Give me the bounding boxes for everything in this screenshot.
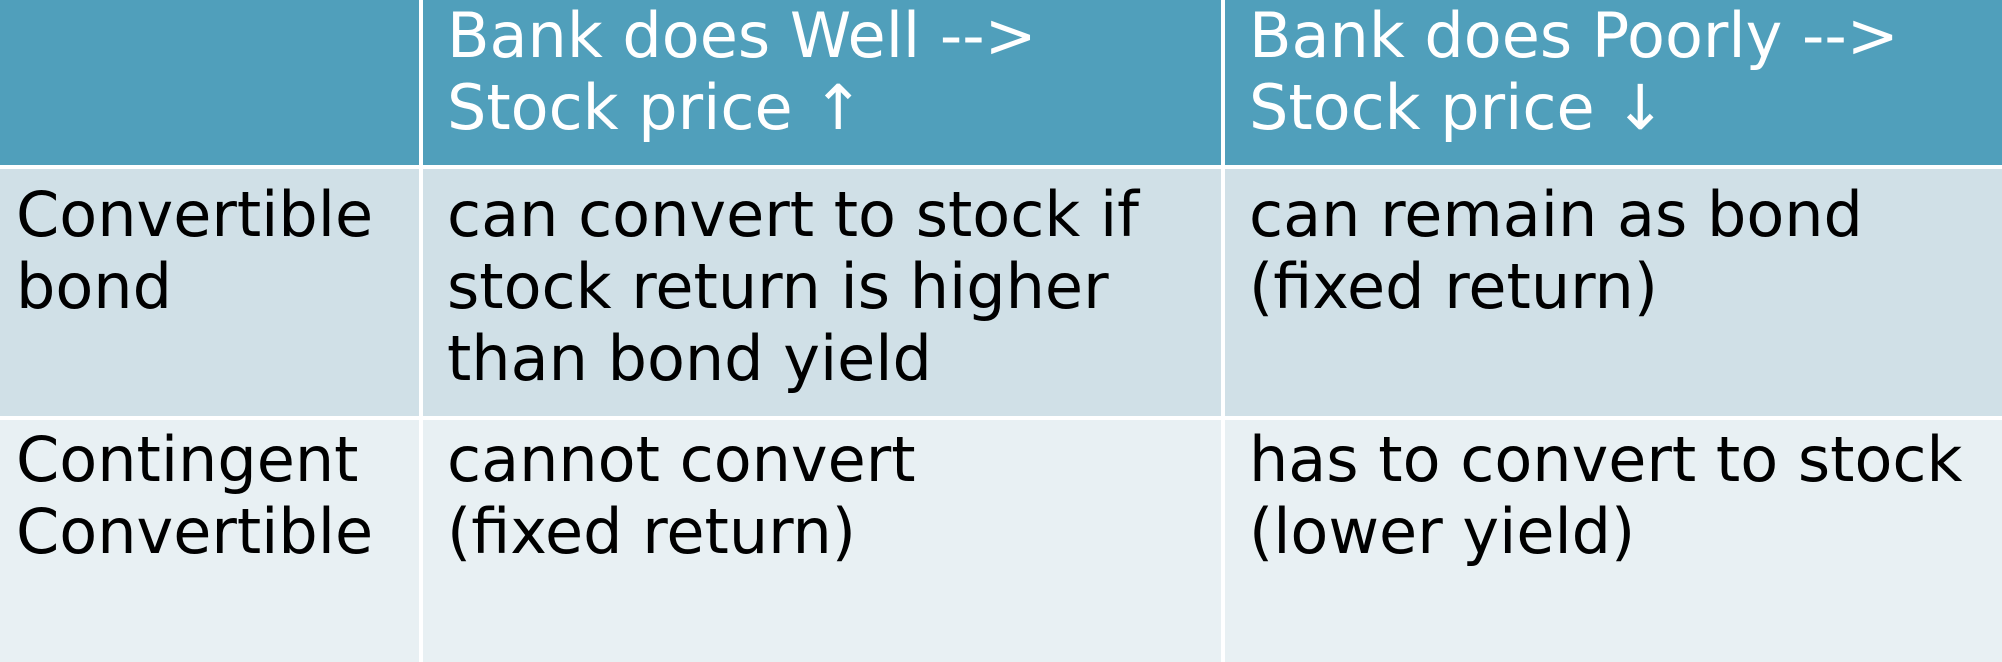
cell-text-line-1: can convert to stock if [447,178,1139,251]
cell-text-line-1: has to convert to stock [1249,423,1963,496]
cell-convertible-poorly: can remain as bond (fixed return) [1225,169,2002,416]
row-label-line-2: Convertible [16,495,374,568]
cell-text-line-2: (lower yield) [1249,495,1636,568]
row-label-line-1: Contingent [16,423,359,496]
cell-text-line-1: can remain as bond [1249,178,1863,251]
header-bank-does-well: Bank does Well --> Stock price ↑ [423,0,1221,165]
cell-convertible-well: can convert to stock if stock return is … [423,169,1221,416]
header-bank-does-poorly: Bank does Poorly --> Stock price ↓ [1225,0,2002,165]
row-label-convertible-bond: Convertible bond [0,169,419,416]
header-poorly-line-1: Bank does Poorly --> [1249,0,1899,72]
row-label-line-2: bond [16,250,172,323]
cell-contingent-poorly: has to convert to stock (lower yield) [1225,420,2002,662]
cell-contingent-well: cannot convert (fixed return) [423,420,1221,662]
cell-text-line-3: than bond yield [447,322,932,395]
row-label-contingent-convertible: Contingent Convertible [0,420,419,662]
row-label-line-1: Convertible [16,178,374,251]
cell-text-line-2: (fixed return) [1249,250,1658,323]
header-well-line-2: Stock price ↑ [447,71,865,144]
header-well-line-1: Bank does Well --> [447,0,1037,72]
header-corner-cell [0,0,419,165]
cell-text-line-2: (fixed return) [447,495,856,568]
cell-text-line-2: stock return is higher [447,250,1109,323]
cell-text-line-1: cannot convert [447,423,916,496]
header-poorly-line-2: Stock price ↓ [1249,71,1667,144]
